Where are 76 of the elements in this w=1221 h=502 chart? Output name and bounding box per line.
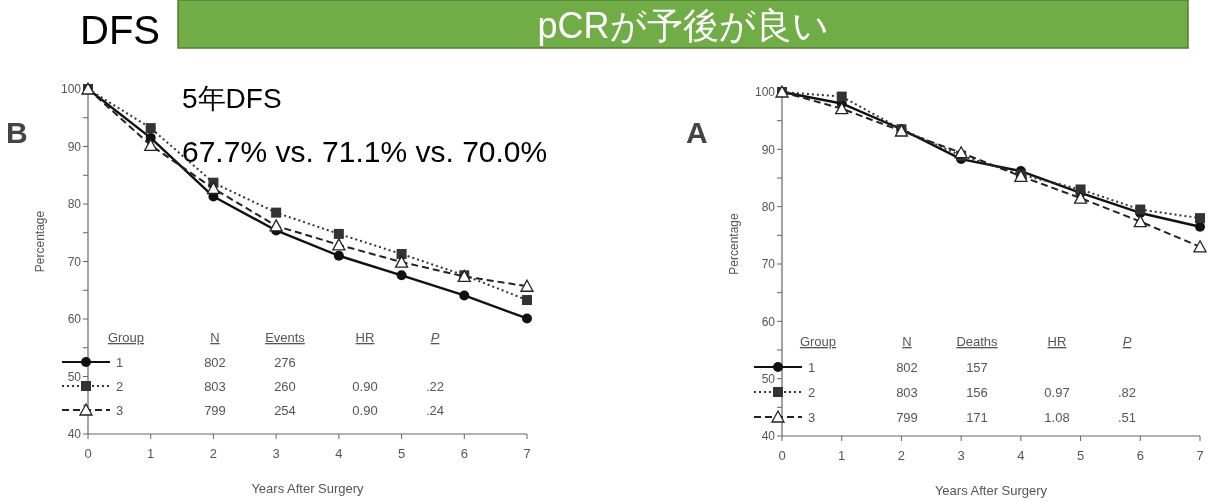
annotation: N	[210, 330, 220, 345]
text: B	[6, 116, 28, 149]
annotation: .51	[1117, 409, 1137, 425]
annotation: P	[430, 330, 440, 345]
text: A	[686, 116, 708, 149]
annotation: 171	[966, 409, 988, 425]
annotation: 803	[896, 384, 918, 400]
legend-title: Group	[799, 334, 837, 349]
x-tick-label: 3	[272, 446, 280, 461]
text: pCRが予後が良い	[537, 5, 829, 46]
y-tick-label: 60	[761, 314, 776, 329]
y-tick-label: 40	[67, 427, 82, 442]
annotation: 803	[204, 378, 226, 394]
annotation: Events	[265, 330, 306, 345]
annotation: 5年DFS	[182, 83, 282, 114]
x-tick-label: 1	[838, 448, 846, 463]
x-tick-label: 5	[397, 446, 406, 461]
y-axis-title: Percentage	[33, 210, 47, 273]
annotation: 156	[966, 384, 988, 400]
legend-label: 3	[808, 409, 816, 425]
annotation: HR	[1047, 334, 1067, 349]
x-tick-label: 3	[957, 448, 965, 463]
x-tick-label: 7	[1196, 448, 1204, 463]
x-tick-label: 4	[335, 446, 343, 461]
legend-label: 2	[808, 384, 816, 400]
annotation: 799	[896, 409, 918, 425]
x-tick-label: 7	[523, 446, 531, 461]
annotation: Deaths	[956, 334, 999, 349]
x-axis-title: Years After Surgery	[934, 483, 1048, 498]
y-tick-label: 50	[67, 369, 82, 384]
annotation: 802	[896, 359, 918, 375]
x-tick-label: 6	[460, 446, 468, 461]
y-tick-label: 100	[60, 82, 82, 97]
y-tick-label: 50	[761, 371, 776, 386]
y-tick-label: 60	[67, 312, 82, 327]
annotation: .22	[425, 378, 445, 394]
legend-label: 2	[116, 378, 124, 394]
legend-label: 1	[116, 354, 124, 370]
x-tick-label: 2	[897, 448, 906, 463]
annotation: 260	[274, 378, 296, 394]
annotation: 67.7% vs. 71.1% vs. 70.0%	[182, 135, 548, 168]
annotation: 0.90	[352, 378, 378, 394]
y-tick-label: 90	[761, 142, 776, 157]
x-axis-title: Years After Surgery	[251, 481, 365, 496]
legend-label: 1	[808, 359, 816, 375]
annotation: N	[902, 334, 912, 349]
y-tick-label: 40	[761, 429, 776, 444]
legend-title: Group	[107, 330, 145, 345]
y-tick-label: 80	[67, 197, 82, 212]
annotation: P	[1122, 334, 1132, 349]
annotation: 254	[274, 402, 296, 418]
annotation: 276	[274, 354, 296, 370]
x-tick-label: 6	[1136, 448, 1144, 463]
annotation: HR	[355, 330, 375, 345]
annotation: .24	[425, 402, 445, 418]
text: DFS	[80, 8, 160, 52]
annotation: 802	[204, 354, 226, 370]
legend-label: 3	[116, 402, 124, 418]
y-tick-label: 70	[67, 254, 82, 269]
annotation: 0.97	[1044, 384, 1070, 400]
y-tick-label: 80	[761, 199, 776, 214]
x-tick-label: 5	[1076, 448, 1085, 463]
annotation: 799	[204, 402, 226, 418]
y-tick-label: 90	[67, 139, 82, 154]
x-tick-label: 0	[778, 448, 786, 463]
x-tick-label: 0	[84, 446, 92, 461]
y-tick-label: 70	[761, 257, 776, 272]
x-tick-label: 4	[1017, 448, 1025, 463]
annotation: 1.08	[1044, 409, 1070, 425]
annotation: 0.90	[352, 402, 378, 418]
annotation: .82	[1117, 384, 1137, 400]
x-tick-label: 1	[147, 446, 155, 461]
y-tick-label: 100	[754, 85, 776, 100]
x-tick-label: 2	[209, 446, 218, 461]
annotation: 157	[966, 359, 988, 375]
y-axis-title: Percentage	[727, 212, 741, 275]
